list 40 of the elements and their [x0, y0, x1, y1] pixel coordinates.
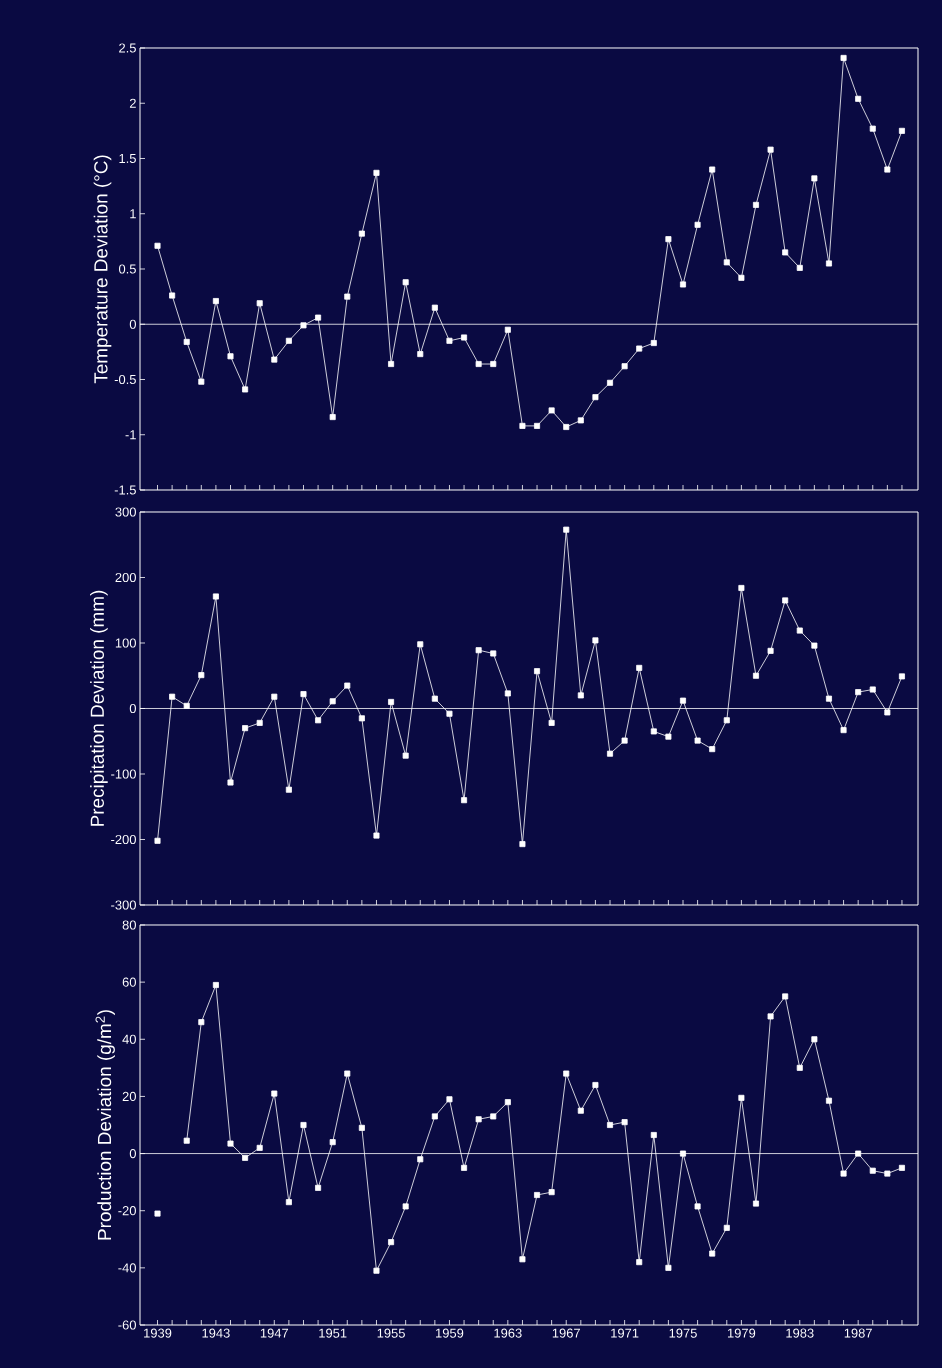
y-tick-label: 1.5 — [119, 153, 136, 164]
x-tick-label: 1971 — [611, 1328, 639, 1338]
y-tick-label: -1.5 — [114, 485, 136, 495]
y-tick-label: 200 — [115, 572, 136, 583]
x-tick-label: 1959 — [436, 1328, 464, 1338]
y-tick-label: -100 — [111, 769, 136, 779]
y-tick-label: 80 — [122, 920, 136, 930]
y-tick-label: -60 — [118, 1320, 136, 1330]
y-tick-label: 0 — [129, 703, 136, 714]
x-tick-label: 1963 — [494, 1328, 522, 1338]
y-tick-label: 2.5 — [119, 43, 136, 53]
x-tick-label: 1955 — [377, 1328, 405, 1338]
x-tick-label: 1983 — [786, 1328, 814, 1338]
x-tick-label: 1987 — [844, 1328, 872, 1338]
y-tick-label: 20 — [122, 1091, 136, 1102]
y-tick-label: 100 — [115, 638, 136, 648]
y-axis-title: Temperature Deviation (°C) — [93, 155, 112, 384]
y-tick-label: -20 — [118, 1206, 136, 1216]
y-tick-label: -0.5 — [114, 374, 136, 385]
x-tick-label: 1947 — [260, 1328, 289, 1338]
y-tick-label: 60 — [122, 977, 136, 987]
x-tick-label: 1979 — [727, 1328, 756, 1338]
y-tick-label: -1 — [125, 430, 136, 440]
x-tick-label: 1939 — [144, 1328, 172, 1338]
y-axis-title: Production Deviation (g/m$^{2}$) — [95, 1010, 115, 1240]
y-tick-label: 40 — [122, 1034, 136, 1044]
y-tick-label: 0 — [129, 319, 136, 329]
x-tick-label: 1943 — [202, 1328, 230, 1338]
x-tick-label: 1951 — [319, 1328, 347, 1338]
y-tick-label: -40 — [118, 1263, 136, 1273]
y-tick-label: 2 — [129, 98, 136, 108]
y-tick-label: -300 — [111, 900, 136, 910]
y-tick-label: -200 — [111, 834, 136, 845]
y-tick-label: 300 — [115, 507, 136, 517]
y-tick-label: 1 — [130, 209, 136, 219]
y-tick-label: 0 — [129, 1148, 136, 1159]
y-axis-title: Precipitation Deviation (mm) — [90, 590, 108, 826]
y-tick-label: 0.5 — [118, 264, 136, 274]
x-tick-label: 1975 — [669, 1328, 697, 1338]
x-tick-label: 1967 — [552, 1328, 580, 1338]
